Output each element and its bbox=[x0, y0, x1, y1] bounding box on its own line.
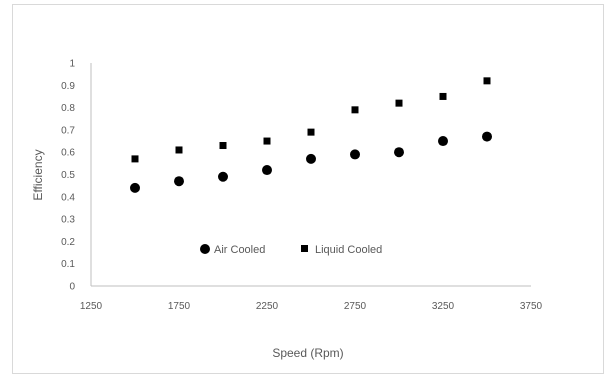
legend-label-liquid-cooled: Liquid Cooled bbox=[315, 244, 382, 256]
data-point-air-cooled bbox=[438, 136, 448, 147]
data-point-liquid-cooled bbox=[175, 146, 183, 154]
x-tick-label: 1750 bbox=[168, 301, 191, 312]
x-tick-label: 2750 bbox=[344, 301, 367, 312]
y-tick-label: 1 bbox=[69, 59, 75, 70]
data-point-liquid-cooled bbox=[395, 99, 403, 107]
legend-marker-liquid-cooled bbox=[301, 245, 308, 252]
data-points bbox=[130, 77, 492, 193]
data-point-liquid-cooled bbox=[439, 92, 447, 100]
y-tick-label: 0.3 bbox=[61, 215, 75, 226]
data-point-air-cooled bbox=[306, 153, 316, 164]
data-point-liquid-cooled bbox=[263, 137, 271, 145]
x-tick-label: 2250 bbox=[256, 301, 279, 312]
y-tick-label: 0.6 bbox=[61, 148, 75, 159]
x-axis-title: Speed (Rpm) bbox=[272, 346, 343, 360]
data-point-air-cooled bbox=[394, 147, 404, 158]
x-tick-label: 1250 bbox=[80, 301, 103, 312]
data-point-air-cooled bbox=[174, 176, 184, 187]
data-point-liquid-cooled bbox=[351, 106, 359, 114]
y-tick-label: 0.4 bbox=[61, 192, 75, 203]
x-tick-labels: 1250 1750 2250 2750 3250 3750 bbox=[80, 301, 543, 312]
legend: Air Cooled Liquid Cooled bbox=[200, 244, 382, 256]
y-tick-label: 0.8 bbox=[61, 103, 75, 114]
y-axis-title: Efficiency bbox=[31, 149, 45, 200]
y-tick-label: 0 bbox=[69, 282, 75, 293]
data-point-liquid-cooled bbox=[307, 128, 315, 136]
legend-label-air-cooled: Air Cooled bbox=[214, 244, 265, 256]
data-point-air-cooled bbox=[350, 149, 360, 160]
y-tick-labels: 0 0.1 0.2 0.3 0.4 0.5 0.6 0.7 0.8 0.9 1 bbox=[61, 59, 75, 293]
data-point-air-cooled bbox=[130, 182, 140, 193]
y-tick-label: 0.2 bbox=[61, 237, 75, 248]
y-tick-label: 0.9 bbox=[61, 81, 75, 92]
y-tick-label: 0.1 bbox=[61, 259, 75, 270]
data-point-liquid-cooled bbox=[219, 142, 227, 150]
legend-marker-air-cooled bbox=[200, 244, 210, 254]
y-tick-label: 0.5 bbox=[61, 170, 75, 181]
x-tick-label: 3250 bbox=[432, 301, 455, 312]
y-tick-label: 0.7 bbox=[61, 125, 75, 136]
data-point-air-cooled bbox=[218, 171, 228, 182]
data-point-air-cooled bbox=[482, 131, 492, 142]
chart-frame bbox=[12, 4, 604, 374]
data-point-air-cooled bbox=[262, 165, 272, 176]
data-point-liquid-cooled bbox=[131, 155, 139, 163]
x-tick-label: 3750 bbox=[520, 301, 543, 312]
data-point-liquid-cooled bbox=[483, 77, 491, 85]
